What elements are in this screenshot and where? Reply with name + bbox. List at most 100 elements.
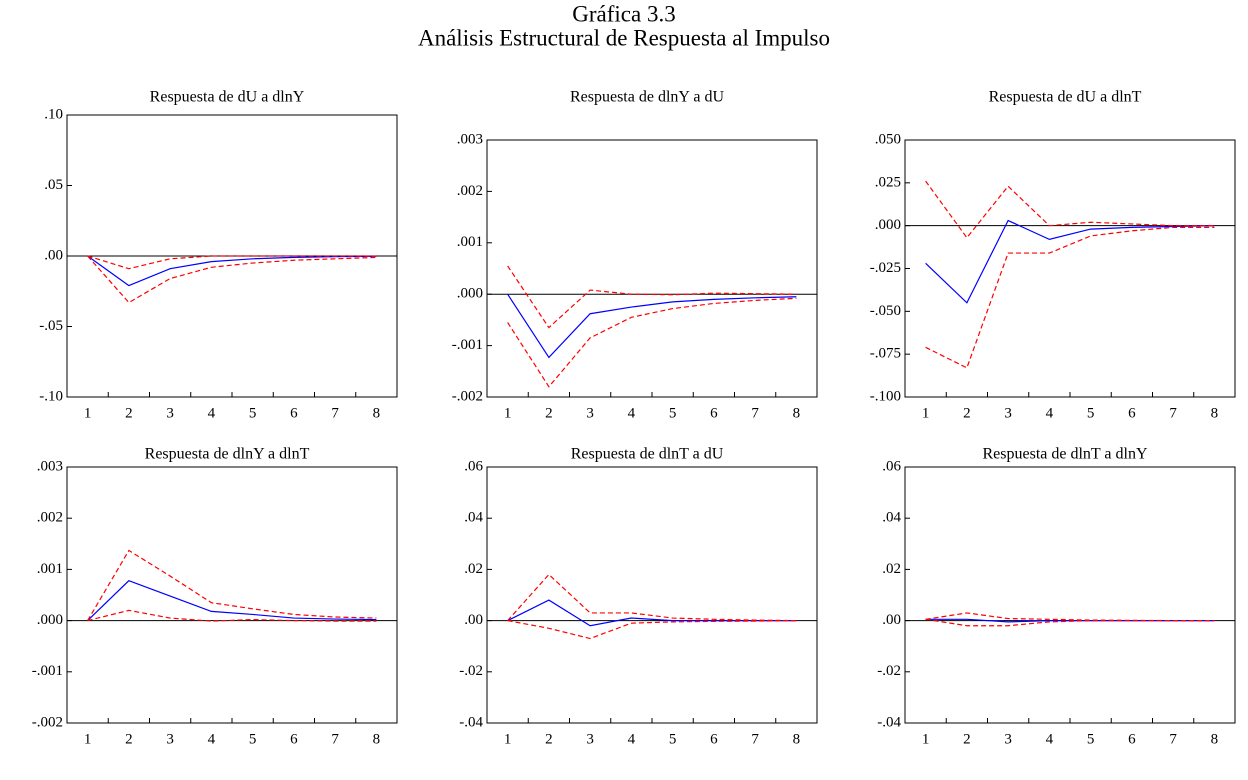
x-tick-label: 8 xyxy=(1211,731,1219,747)
x-tick-label: 3 xyxy=(586,731,594,747)
x-tick-label: 2 xyxy=(125,731,133,747)
series-line xyxy=(507,293,797,359)
plot-frame xyxy=(904,466,1236,724)
chart-title: Respuesta de dlnY a dU xyxy=(570,89,724,106)
y-tick-label: .001 xyxy=(457,234,483,250)
chart-title: Respuesta de dlnT a dlnY xyxy=(982,446,1147,463)
chart-title: Respuesta de dU a dlnT xyxy=(989,89,1142,106)
x-tick-label: 2 xyxy=(545,405,553,421)
series-line xyxy=(87,549,377,621)
x-tick-label: 8 xyxy=(793,405,801,421)
y-tick-label: -.002 xyxy=(452,388,483,404)
plot-frame xyxy=(66,466,398,724)
plot-frame xyxy=(904,139,1236,398)
y-tick-label: .050 xyxy=(875,131,901,147)
y-tick-label: .000 xyxy=(875,217,901,233)
x-tick-label: 2 xyxy=(545,731,553,747)
x-tick-label: 6 xyxy=(1128,405,1136,421)
y-tick-label: .00 xyxy=(44,247,63,263)
x-tick-label: 2 xyxy=(963,731,971,747)
y-tick-label: -.02 xyxy=(459,663,483,679)
y-tick-label: -.025 xyxy=(870,260,901,276)
series-line xyxy=(925,180,1215,239)
x-tick-label: 5 xyxy=(249,405,257,421)
x-tick-label: 3 xyxy=(586,405,594,421)
series-line xyxy=(925,618,1215,627)
x-tick-label: 4 xyxy=(628,731,636,747)
chart-title: Respuesta de dlnY a dlnT xyxy=(145,446,310,463)
x-tick-label: 1 xyxy=(922,731,930,747)
y-tick-label: .00 xyxy=(464,612,483,628)
y-tick-label: .02 xyxy=(464,561,483,577)
figure-title: Gráfica 3.3 xyxy=(572,1,675,26)
y-tick-label: .000 xyxy=(37,612,63,628)
x-tick-label: 2 xyxy=(125,405,133,421)
x-tick-label: 3 xyxy=(166,405,174,421)
series-line xyxy=(925,226,1215,369)
y-tick-label: -.075 xyxy=(870,346,901,362)
x-tick-label: 4 xyxy=(1046,405,1054,421)
y-tick-label: -.050 xyxy=(870,303,901,319)
series-line xyxy=(87,609,377,622)
series-line xyxy=(87,255,377,270)
series-line xyxy=(87,255,377,304)
y-tick-label: .003 xyxy=(37,458,63,474)
x-tick-label: 5 xyxy=(1087,405,1095,421)
y-tick-label: -.100 xyxy=(870,388,901,404)
y-tick-label: .05 xyxy=(44,177,63,193)
x-tick-label: 6 xyxy=(710,405,718,421)
x-tick-label: 1 xyxy=(84,731,92,747)
y-tick-label: -.04 xyxy=(877,714,901,730)
series-line xyxy=(87,255,377,287)
series-line xyxy=(507,599,797,627)
y-tick-label: -.002 xyxy=(32,714,63,730)
y-tick-label: .06 xyxy=(882,458,901,474)
x-tick-label: 6 xyxy=(290,731,298,747)
x-tick-label: 6 xyxy=(290,405,298,421)
y-tick-label: -.02 xyxy=(877,663,901,679)
y-tick-label: -.10 xyxy=(39,388,63,404)
x-tick-label: 6 xyxy=(1128,731,1136,747)
x-tick-label: 6 xyxy=(710,731,718,747)
x-tick-label: 4 xyxy=(1046,731,1054,747)
x-tick-label: 7 xyxy=(331,405,339,421)
x-tick-label: 2 xyxy=(963,405,971,421)
x-tick-label: 7 xyxy=(751,405,759,421)
x-tick-label: 7 xyxy=(1169,405,1177,421)
x-tick-label: 3 xyxy=(1004,731,1012,747)
x-tick-label: 5 xyxy=(669,731,677,747)
y-tick-label: .003 xyxy=(457,131,483,147)
x-tick-label: 4 xyxy=(208,731,216,747)
x-tick-label: 5 xyxy=(1087,731,1095,747)
plot-frame xyxy=(486,139,818,398)
series-line xyxy=(507,573,797,622)
y-tick-label: .02 xyxy=(882,561,901,577)
x-tick-label: 8 xyxy=(1211,405,1219,421)
y-tick-label: .04 xyxy=(882,510,901,526)
x-tick-label: 8 xyxy=(373,731,381,747)
y-tick-label: .10 xyxy=(44,106,63,122)
x-tick-label: 3 xyxy=(1004,405,1012,421)
x-tick-label: 8 xyxy=(373,405,381,421)
y-tick-label: .000 xyxy=(457,286,483,302)
y-tick-label: .06 xyxy=(464,458,483,474)
series-line xyxy=(507,265,797,329)
x-tick-label: 7 xyxy=(331,731,339,747)
x-tick-label: 1 xyxy=(84,405,92,421)
x-tick-label: 1 xyxy=(504,731,512,747)
y-tick-label: -.001 xyxy=(32,663,63,679)
y-tick-label: .002 xyxy=(457,183,483,199)
chart-title: Respuesta de dU a dlnY xyxy=(150,89,305,106)
y-tick-label: -.001 xyxy=(452,337,483,353)
x-tick-label: 3 xyxy=(166,731,174,747)
y-tick-label: .00 xyxy=(882,612,901,628)
x-tick-label: 5 xyxy=(249,731,257,747)
plot-frame xyxy=(486,466,818,724)
y-tick-label: .001 xyxy=(37,561,63,577)
figure-subtitle: Análisis Estructural de Respuesta al Imp… xyxy=(418,25,830,50)
x-tick-label: 7 xyxy=(751,731,759,747)
series-line xyxy=(87,579,377,622)
series-line xyxy=(507,620,797,640)
x-tick-label: 5 xyxy=(669,405,677,421)
